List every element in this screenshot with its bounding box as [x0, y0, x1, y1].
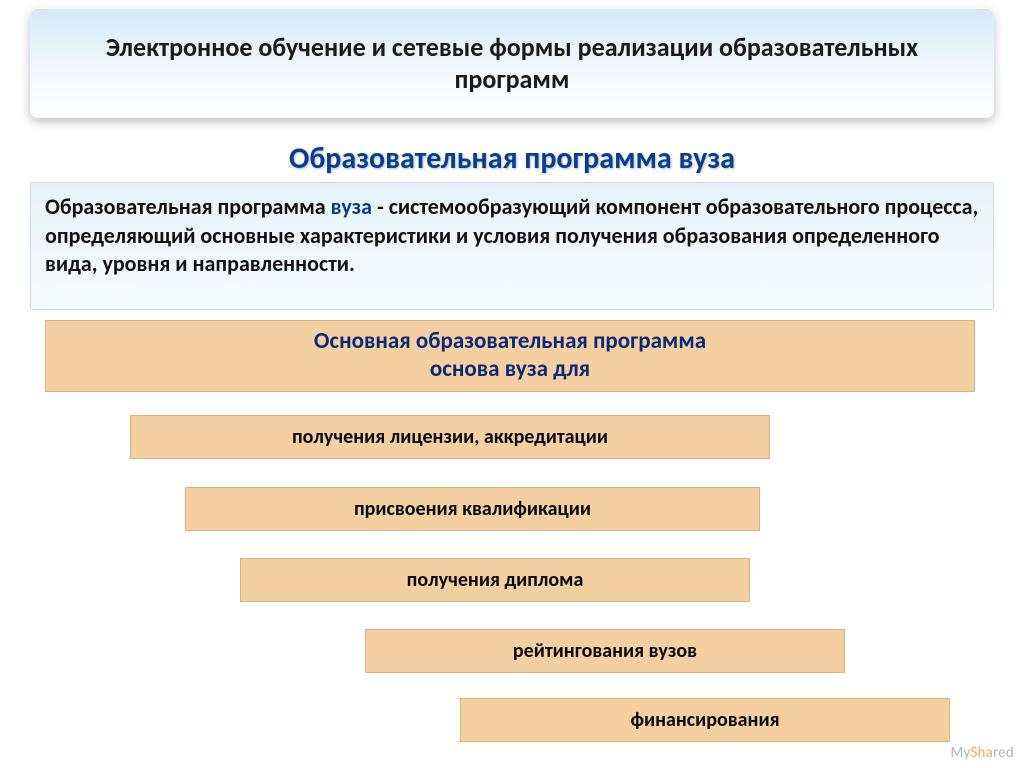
- section-title: Образовательная программа вуза: [0, 140, 1024, 177]
- main-row: Основная образовательная программа основ…: [45, 320, 975, 392]
- slide: Электронное обучение и сетевые формы реа…: [0, 0, 1024, 768]
- step-text-4: рейтингования вузов: [513, 639, 697, 663]
- step-text-1: получения лицензии, аккредитации: [292, 425, 608, 449]
- header-banner: Электронное обучение и сетевые формы реа…: [30, 8, 994, 118]
- watermark-suffix: red: [993, 744, 1014, 762]
- main-row-text: Основная образовательная программа основ…: [314, 328, 706, 383]
- definition-prefix: Образовательная программа: [45, 193, 331, 220]
- step-row-1: получения лицензии, аккредитации: [130, 415, 770, 459]
- step-text-3: получения диплома: [407, 568, 584, 592]
- main-row-line1: Основная образовательная программа: [314, 327, 706, 355]
- step-text-2: присвоения квалификации: [354, 497, 591, 521]
- definition-text: Образовательная программа вуза - системо…: [45, 193, 979, 279]
- watermark-accent: Sha: [970, 744, 993, 762]
- main-row-line2: основа вуза для: [430, 355, 590, 383]
- step-row-4: рейтингования вузов: [365, 629, 845, 673]
- step-row-5: финансирования: [460, 698, 950, 742]
- step-text-5: финансирования: [630, 708, 779, 732]
- definition-box: Образовательная программа вуза - системо…: [30, 182, 994, 310]
- header-title: Электронное обучение и сетевые формы реа…: [80, 31, 944, 96]
- definition-highlight: вуза: [331, 193, 372, 220]
- watermark-prefix: My: [950, 744, 970, 762]
- step-row-3: получения диплома: [240, 558, 750, 602]
- watermark: MyShared: [950, 744, 1014, 762]
- step-row-2: присвоения квалификации: [185, 487, 760, 531]
